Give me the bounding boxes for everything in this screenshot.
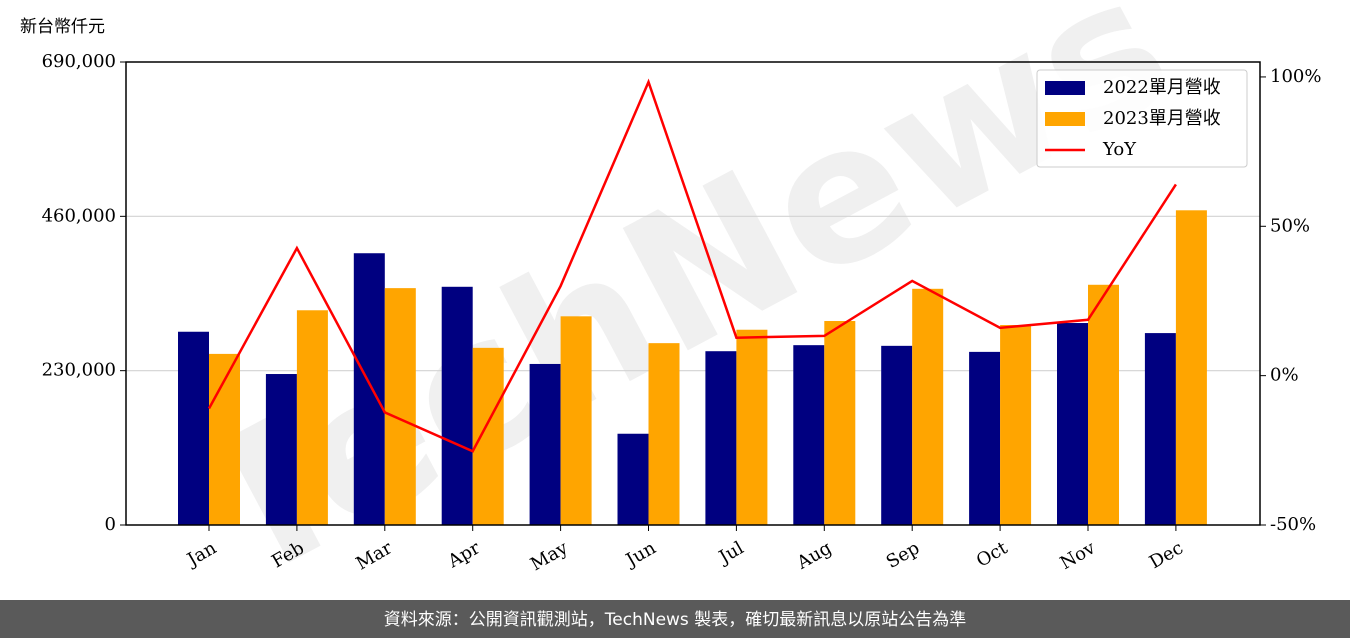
y-tick-label: 230,000 bbox=[42, 360, 116, 381]
x-tick-label: May bbox=[527, 537, 572, 575]
bar bbox=[912, 288, 944, 525]
bar bbox=[705, 351, 737, 525]
bar bbox=[178, 331, 209, 525]
bar bbox=[617, 433, 649, 525]
bar bbox=[736, 329, 768, 525]
bar bbox=[1000, 325, 1032, 525]
x-tick-label: Dec bbox=[1146, 537, 1187, 573]
bar bbox=[1088, 284, 1119, 525]
footer-text: 資料來源：公開資訊觀測站，TechNews 製表，確切最新訊息以原站公告為準 bbox=[384, 610, 966, 630]
legend-label: 2023單月營收 bbox=[1103, 108, 1221, 129]
bar bbox=[472, 347, 504, 525]
bar bbox=[353, 253, 385, 525]
bar bbox=[793, 345, 825, 525]
x-tick-label: Nov bbox=[1057, 537, 1100, 574]
x-tick-label: Sep bbox=[883, 537, 923, 572]
x-tick-label: Oct bbox=[973, 537, 1012, 572]
legend-box bbox=[1036, 69, 1248, 168]
footer-bar bbox=[0, 600, 1350, 638]
plot-frame bbox=[125, 61, 1261, 526]
line bbox=[207, 78, 1177, 453]
legend-label: 2022單月營收 bbox=[1103, 77, 1221, 98]
y-tick-label: 460,000 bbox=[42, 205, 116, 226]
y2-tick-label: 0% bbox=[1270, 365, 1299, 386]
bar bbox=[648, 343, 680, 525]
y-unit-label: 新台幣仟元 bbox=[20, 17, 105, 37]
bar bbox=[529, 363, 561, 525]
legend-label: YoY bbox=[1102, 139, 1137, 160]
legend-swatch bbox=[1045, 81, 1085, 95]
bar bbox=[384, 288, 416, 525]
y-tick-label: 0 bbox=[105, 514, 116, 535]
bar bbox=[881, 345, 913, 525]
x-tick-label: Jan bbox=[182, 537, 220, 571]
bar bbox=[265, 374, 297, 525]
bar bbox=[1057, 323, 1088, 525]
bar bbox=[1175, 210, 1207, 526]
bar bbox=[296, 310, 328, 525]
bar bbox=[560, 316, 592, 525]
y-tick-label: 690,000 bbox=[42, 51, 116, 72]
x-tick-label: Aug bbox=[793, 537, 836, 574]
y2-tick-label: 100% bbox=[1270, 66, 1321, 87]
legend-swatch bbox=[1045, 112, 1085, 126]
y2-tick-label: 50% bbox=[1270, 215, 1310, 236]
bar bbox=[969, 351, 1001, 525]
x-tick-label: Jul bbox=[714, 537, 748, 569]
bar bbox=[824, 321, 856, 525]
x-tick-label: Jun bbox=[621, 537, 660, 572]
x-tick-label: Apr bbox=[444, 537, 484, 572]
bar bbox=[441, 286, 473, 525]
y2-tick-label: -50% bbox=[1270, 514, 1316, 535]
bar bbox=[1144, 333, 1176, 525]
